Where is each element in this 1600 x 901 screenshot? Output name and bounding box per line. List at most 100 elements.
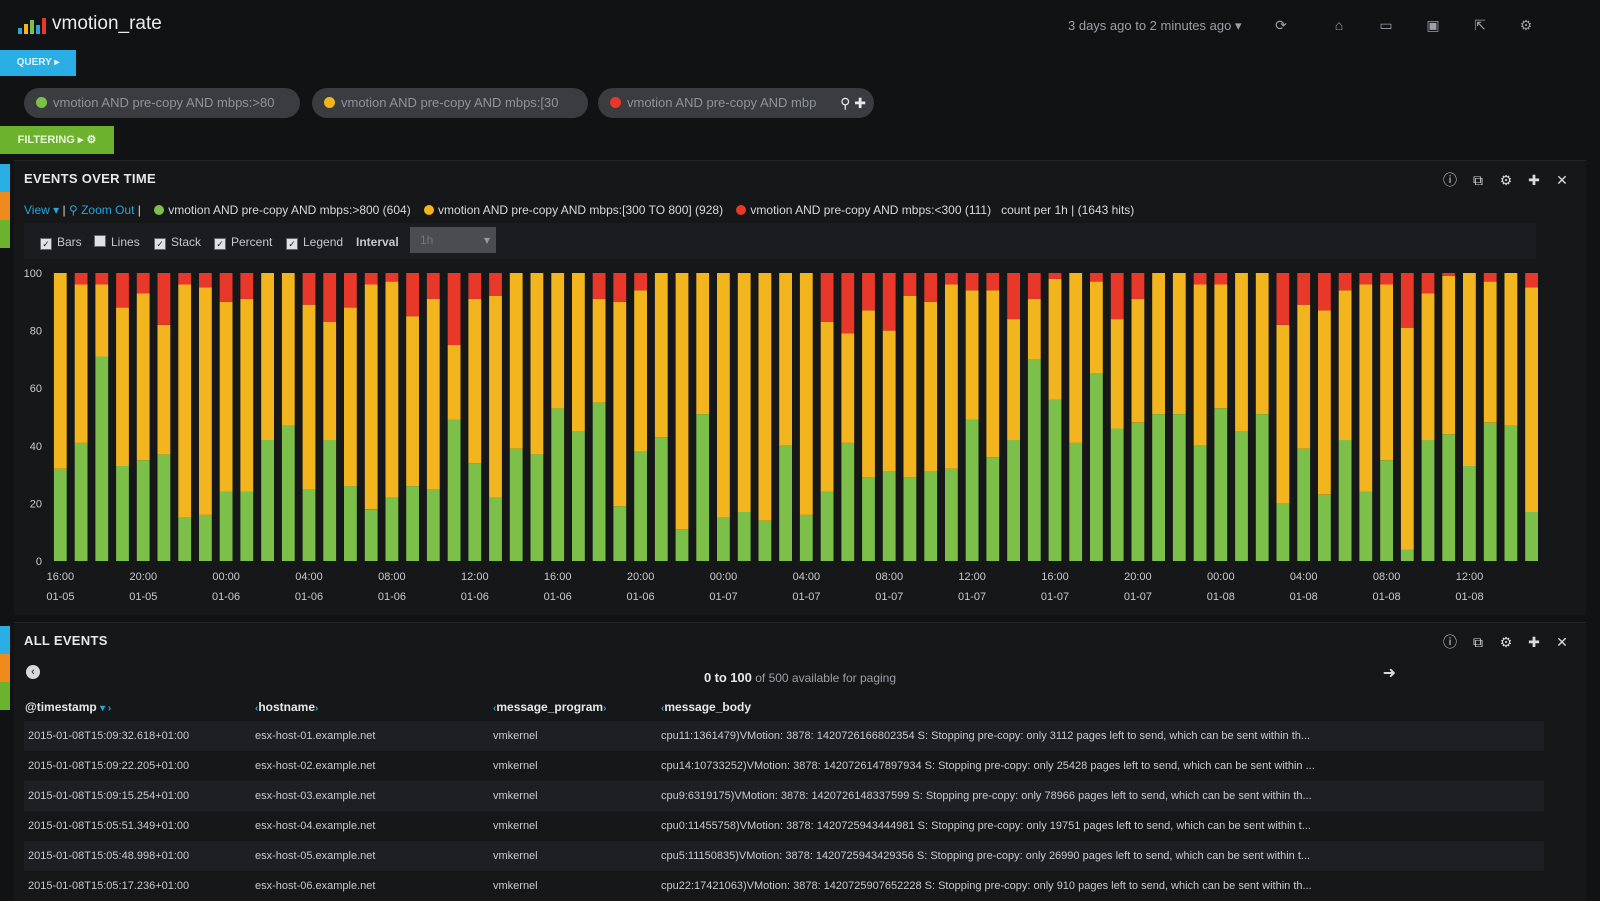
x-tick-label-time: 20:00: [627, 571, 655, 583]
zoom-out-link[interactable]: ⚲ Zoom Out: [69, 203, 135, 217]
duplicate-icon[interactable]: ⧉: [1473, 172, 1483, 188]
column-header-hostname[interactable]: ‹hostname›: [254, 693, 492, 721]
gear-icon[interactable]: ⚙: [1499, 172, 1513, 188]
bar-segment-series-2: [1504, 273, 1518, 426]
bar-segment-series-3: [199, 273, 212, 288]
bar-segment-series-3: [592, 273, 606, 299]
cell-timestamp: 2015-01-08T15:05:48.998+01:00: [24, 841, 254, 871]
bar-segment-series-1: [302, 489, 316, 561]
query-pill-2[interactable]: vmotion AND pre-copy AND mbps:[30: [312, 88, 588, 118]
bar-segment-series-3: [406, 273, 419, 317]
next-page-arrow-icon[interactable]: ➜: [1382, 665, 1396, 682]
bar-segment-series-1: [1359, 491, 1373, 561]
bars-checkbox[interactable]: ✓ Bars: [40, 235, 82, 250]
query-pill-3[interactable]: vmotion AND pre-copy AND mbp ⚲ ✚: [598, 88, 874, 118]
table-row[interactable]: 2015-01-08T15:05:17.236+01:00 esx-host-06…: [24, 871, 1544, 901]
interval-select[interactable]: 1h ▾: [410, 227, 496, 253]
query-pill-1[interactable]: vmotion AND pre-copy AND mbps:>80: [24, 88, 300, 118]
bar-segment-series-1: [468, 463, 482, 561]
x-tick-label-time: 12:00: [1456, 571, 1484, 583]
search-icon[interactable]: ⚲: [840, 95, 851, 111]
cell-timestamp: 2015-01-08T15:09:22.205+01:00: [28, 760, 190, 772]
bar-segment-series-3: [1442, 273, 1456, 276]
x-tick-label-time: 08:00: [378, 571, 406, 583]
table-row[interactable]: 2015-01-08T15:05:48.998+01:00 esx-host-05…: [24, 841, 1544, 871]
fields-toggle-icon[interactable]: ‹: [26, 665, 40, 679]
add-query-icon[interactable]: ✚: [854, 95, 866, 111]
top-bar: vmotion_rate 3 days ago to 2 minutes ago…: [0, 0, 1600, 52]
bar-segment-series-3: [634, 273, 647, 291]
refresh-icon[interactable]: ⟳: [1275, 17, 1287, 33]
query-color-dot[interactable]: [36, 97, 47, 108]
move-left-icon[interactable]: ‹: [661, 703, 665, 714]
table-row[interactable]: 2015-01-08T15:05:51.349+01:00 esx-host-04…: [24, 811, 1544, 841]
bar-segment-series-1: [281, 425, 295, 561]
sort-desc-icon[interactable]: ▾ ›: [100, 703, 112, 714]
bar-segment-series-1: [903, 477, 917, 561]
move-right-icon[interactable]: ›: [315, 703, 319, 714]
y-tick-label: 40: [30, 441, 42, 453]
close-icon[interactable]: ✕: [1556, 172, 1568, 188]
bar-segment-series-3: [136, 273, 150, 294]
interval-value: 1h: [420, 233, 434, 247]
bar-segment-series-3: [903, 273, 917, 296]
duplicate-icon[interactable]: ⧉: [1473, 634, 1483, 650]
gear-icon[interactable]: ⚙: [1519, 17, 1533, 33]
home-icon[interactable]: ⌂: [1334, 17, 1344, 33]
bar-segment-series-1: [1421, 440, 1435, 561]
legend-checkbox[interactable]: ✓ Legend: [286, 235, 343, 250]
folder-open-icon[interactable]: ▭: [1379, 17, 1393, 33]
bar-segment-series-1: [882, 471, 896, 561]
bar-segment-series-2: [1214, 284, 1228, 409]
bar-segment-series-3: [1131, 273, 1145, 299]
bar-segment-series-1: [157, 454, 171, 561]
bar-segment-series-2: [1193, 284, 1207, 446]
bar-segment-series-1: [95, 356, 109, 561]
x-tick-label-date: 01-06: [295, 591, 323, 603]
cell-message-program: vmkernel: [493, 880, 538, 892]
info-icon[interactable]: ⓘ: [1443, 634, 1457, 650]
filtering-toggle-button[interactable]: FILTERING ▸ ⚙: [0, 126, 114, 154]
y-tick-label: 100: [24, 268, 42, 280]
column-header-timestamp[interactable]: @timestamp ▾ ›: [24, 693, 254, 721]
percent-checkbox[interactable]: ✓ Percent: [214, 235, 272, 250]
column-header-message-program[interactable]: ‹message_program›: [492, 693, 660, 721]
bar-segment-series-3: [1318, 273, 1331, 311]
close-icon[interactable]: ✕: [1556, 634, 1568, 650]
column-header-message-body[interactable]: ‹message_body: [660, 693, 1544, 721]
bar-segment-series-2: [903, 296, 917, 478]
move-icon[interactable]: ✚: [1528, 634, 1540, 650]
info-icon[interactable]: ⓘ: [1443, 172, 1457, 188]
column-label: @timestamp: [25, 700, 97, 714]
query-color-dot[interactable]: [610, 97, 621, 108]
bar-segment-series-2: [240, 298, 254, 492]
bar-segment-series-1: [1400, 549, 1414, 561]
gear-icon[interactable]: ⚙: [1499, 634, 1513, 650]
move-icon[interactable]: ✚: [1528, 172, 1540, 188]
cell-hostname: esx-host-04.example.net: [255, 820, 376, 832]
view-menu[interactable]: View ▾: [24, 203, 60, 217]
move-left-icon[interactable]: ‹: [493, 703, 497, 714]
bar-segment-series-2: [592, 298, 606, 403]
lines-checkbox[interactable]: Lines: [94, 235, 140, 249]
time-range-picker[interactable]: 3 days ago to 2 minutes ago ▾: [1068, 18, 1242, 34]
bar-segment-series-2: [281, 273, 295, 426]
bar-segment-series-1: [634, 451, 647, 561]
all-events-panel: ALL EVENTS ⓘ ⧉ ⚙ ✚ ✕ ‹ 0 to 100 of 500 avail…: [14, 622, 1586, 901]
bar-segment-series-1: [1069, 442, 1083, 561]
table-row[interactable]: 2015-01-08T15:09:22.205+01:00 esx-host-02…: [24, 751, 1544, 781]
paging-suffix: of 500 available for paging: [755, 671, 897, 685]
query-toggle-button[interactable]: QUERY ▸: [0, 50, 76, 76]
cell-hostname: esx-host-03.example.net: [254, 781, 492, 811]
bar-segment-series-3: [385, 273, 399, 282]
stack-checkbox[interactable]: ✓ Stack: [154, 235, 201, 250]
move-right-icon[interactable]: ›: [603, 703, 607, 714]
table-row[interactable]: 2015-01-08T15:09:32.618+01:00 esx-host-01…: [24, 721, 1544, 751]
save-icon[interactable]: ▣: [1426, 17, 1440, 33]
query-color-dot[interactable]: [324, 97, 335, 108]
bar-segment-series-1: [1442, 434, 1456, 561]
move-left-icon[interactable]: ‹: [255, 703, 259, 714]
share-icon[interactable]: ⇱: [1474, 17, 1486, 33]
bar-segment-series-2: [447, 345, 461, 420]
table-row[interactable]: 2015-01-08T15:09:15.254+01:00 esx-host-03…: [24, 781, 1544, 811]
